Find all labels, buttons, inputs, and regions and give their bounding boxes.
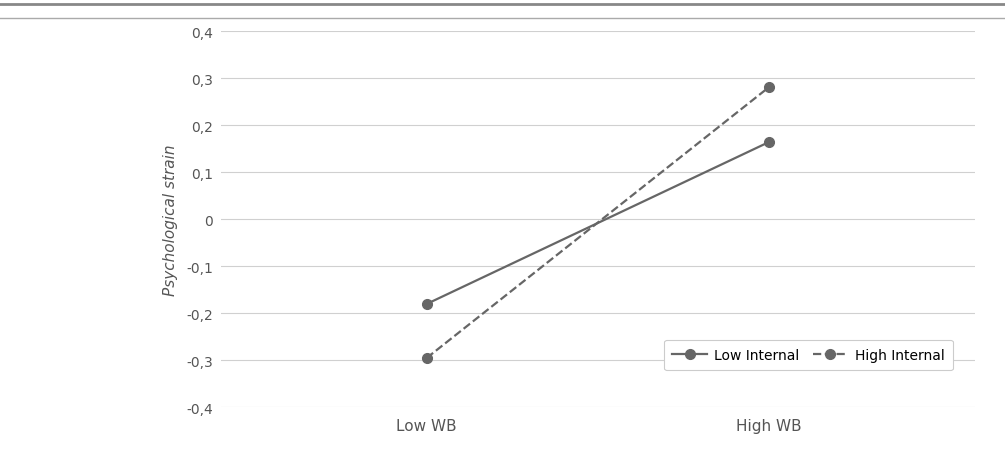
Low Internal [421, 301, 433, 307]
High Internal [763, 85, 775, 90]
Y-axis label: Psychological strain: Psychological strain [163, 144, 178, 295]
Legend: Low Internal, High Internal: Low Internal, High Internal [664, 340, 953, 370]
High Internal [421, 356, 433, 361]
Low Internal [763, 140, 775, 145]
Line: High Internal: High Internal [422, 83, 774, 363]
Line: Low Internal: Low Internal [422, 138, 774, 309]
